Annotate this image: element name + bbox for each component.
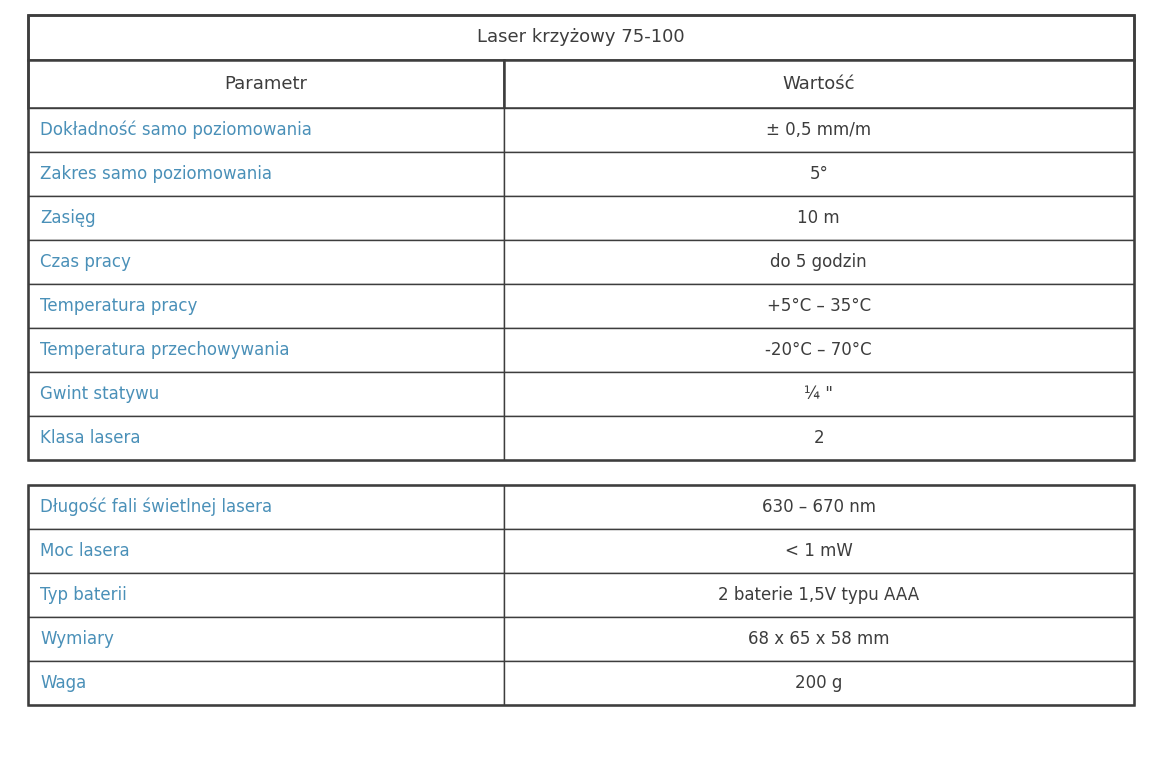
Bar	[503, 485, 1134, 529]
Text: Długość fali świetlnej lasera: Długość fali świetlnej lasera	[40, 498, 272, 516]
Bar	[503, 416, 1134, 460]
Text: 200 g: 200 g	[795, 674, 842, 692]
Text: Wymiary: Wymiary	[40, 630, 114, 648]
Bar	[28, 485, 503, 529]
Bar	[28, 284, 503, 328]
Bar	[503, 573, 1134, 617]
Bar	[28, 196, 503, 240]
Bar	[28, 372, 503, 416]
Text: 10 m: 10 m	[797, 209, 840, 227]
Text: Dokładność samo poziomowania: Dokładność samo poziomowania	[40, 120, 311, 139]
Bar	[28, 240, 503, 284]
Bar	[28, 661, 503, 705]
Text: ¼ ": ¼ "	[804, 385, 833, 403]
Bar	[503, 152, 1134, 196]
Text: Laser krzyżowy 75-100: Laser krzyżowy 75-100	[478, 28, 684, 46]
Text: Czas pracy: Czas pracy	[40, 253, 131, 271]
Text: 68 x 65 x 58 mm: 68 x 65 x 58 mm	[748, 630, 890, 648]
Bar	[503, 529, 1134, 573]
Bar	[28, 617, 503, 661]
Text: < 1 mW: < 1 mW	[784, 542, 853, 560]
Bar	[503, 372, 1134, 416]
Bar	[28, 108, 503, 152]
Text: ± 0,5 mm/m: ± 0,5 mm/m	[766, 121, 872, 139]
Bar	[503, 196, 1134, 240]
Bar	[28, 60, 503, 108]
Text: Parametr: Parametr	[224, 75, 307, 93]
Bar	[503, 284, 1134, 328]
Bar	[503, 661, 1134, 705]
Bar	[28, 152, 503, 196]
Text: Waga: Waga	[40, 674, 86, 692]
Bar	[28, 15, 1134, 60]
Text: Zasięg: Zasięg	[40, 209, 95, 227]
Text: Gwint statywu: Gwint statywu	[40, 385, 159, 403]
Bar	[28, 15, 1134, 460]
Bar	[28, 328, 503, 372]
Text: +5°C – 35°C: +5°C – 35°C	[767, 297, 870, 315]
Text: Typ baterii: Typ baterii	[40, 586, 127, 604]
Text: 2: 2	[813, 429, 824, 447]
Bar	[28, 573, 503, 617]
Bar	[503, 108, 1134, 152]
Bar	[503, 60, 1134, 108]
Text: do 5 godzin: do 5 godzin	[770, 253, 867, 271]
Text: 5°: 5°	[810, 165, 829, 183]
Text: Wartość: Wartość	[782, 75, 855, 93]
Text: 2 baterie 1,5V typu AAA: 2 baterie 1,5V typu AAA	[718, 586, 919, 604]
Bar	[28, 416, 503, 460]
Text: -20°C – 70°C: -20°C – 70°C	[766, 341, 873, 359]
Bar	[28, 529, 503, 573]
Bar	[503, 328, 1134, 372]
Bar	[503, 240, 1134, 284]
Text: Temperatura pracy: Temperatura pracy	[40, 297, 198, 315]
Bar	[28, 485, 1134, 705]
Text: Klasa lasera: Klasa lasera	[40, 429, 141, 447]
Text: 630 – 670 nm: 630 – 670 nm	[762, 498, 876, 516]
Text: Temperatura przechowywania: Temperatura przechowywania	[40, 341, 289, 359]
Text: Zakres samo poziomowania: Zakres samo poziomowania	[40, 165, 272, 183]
Bar	[503, 617, 1134, 661]
Text: Moc lasera: Moc lasera	[40, 542, 130, 560]
